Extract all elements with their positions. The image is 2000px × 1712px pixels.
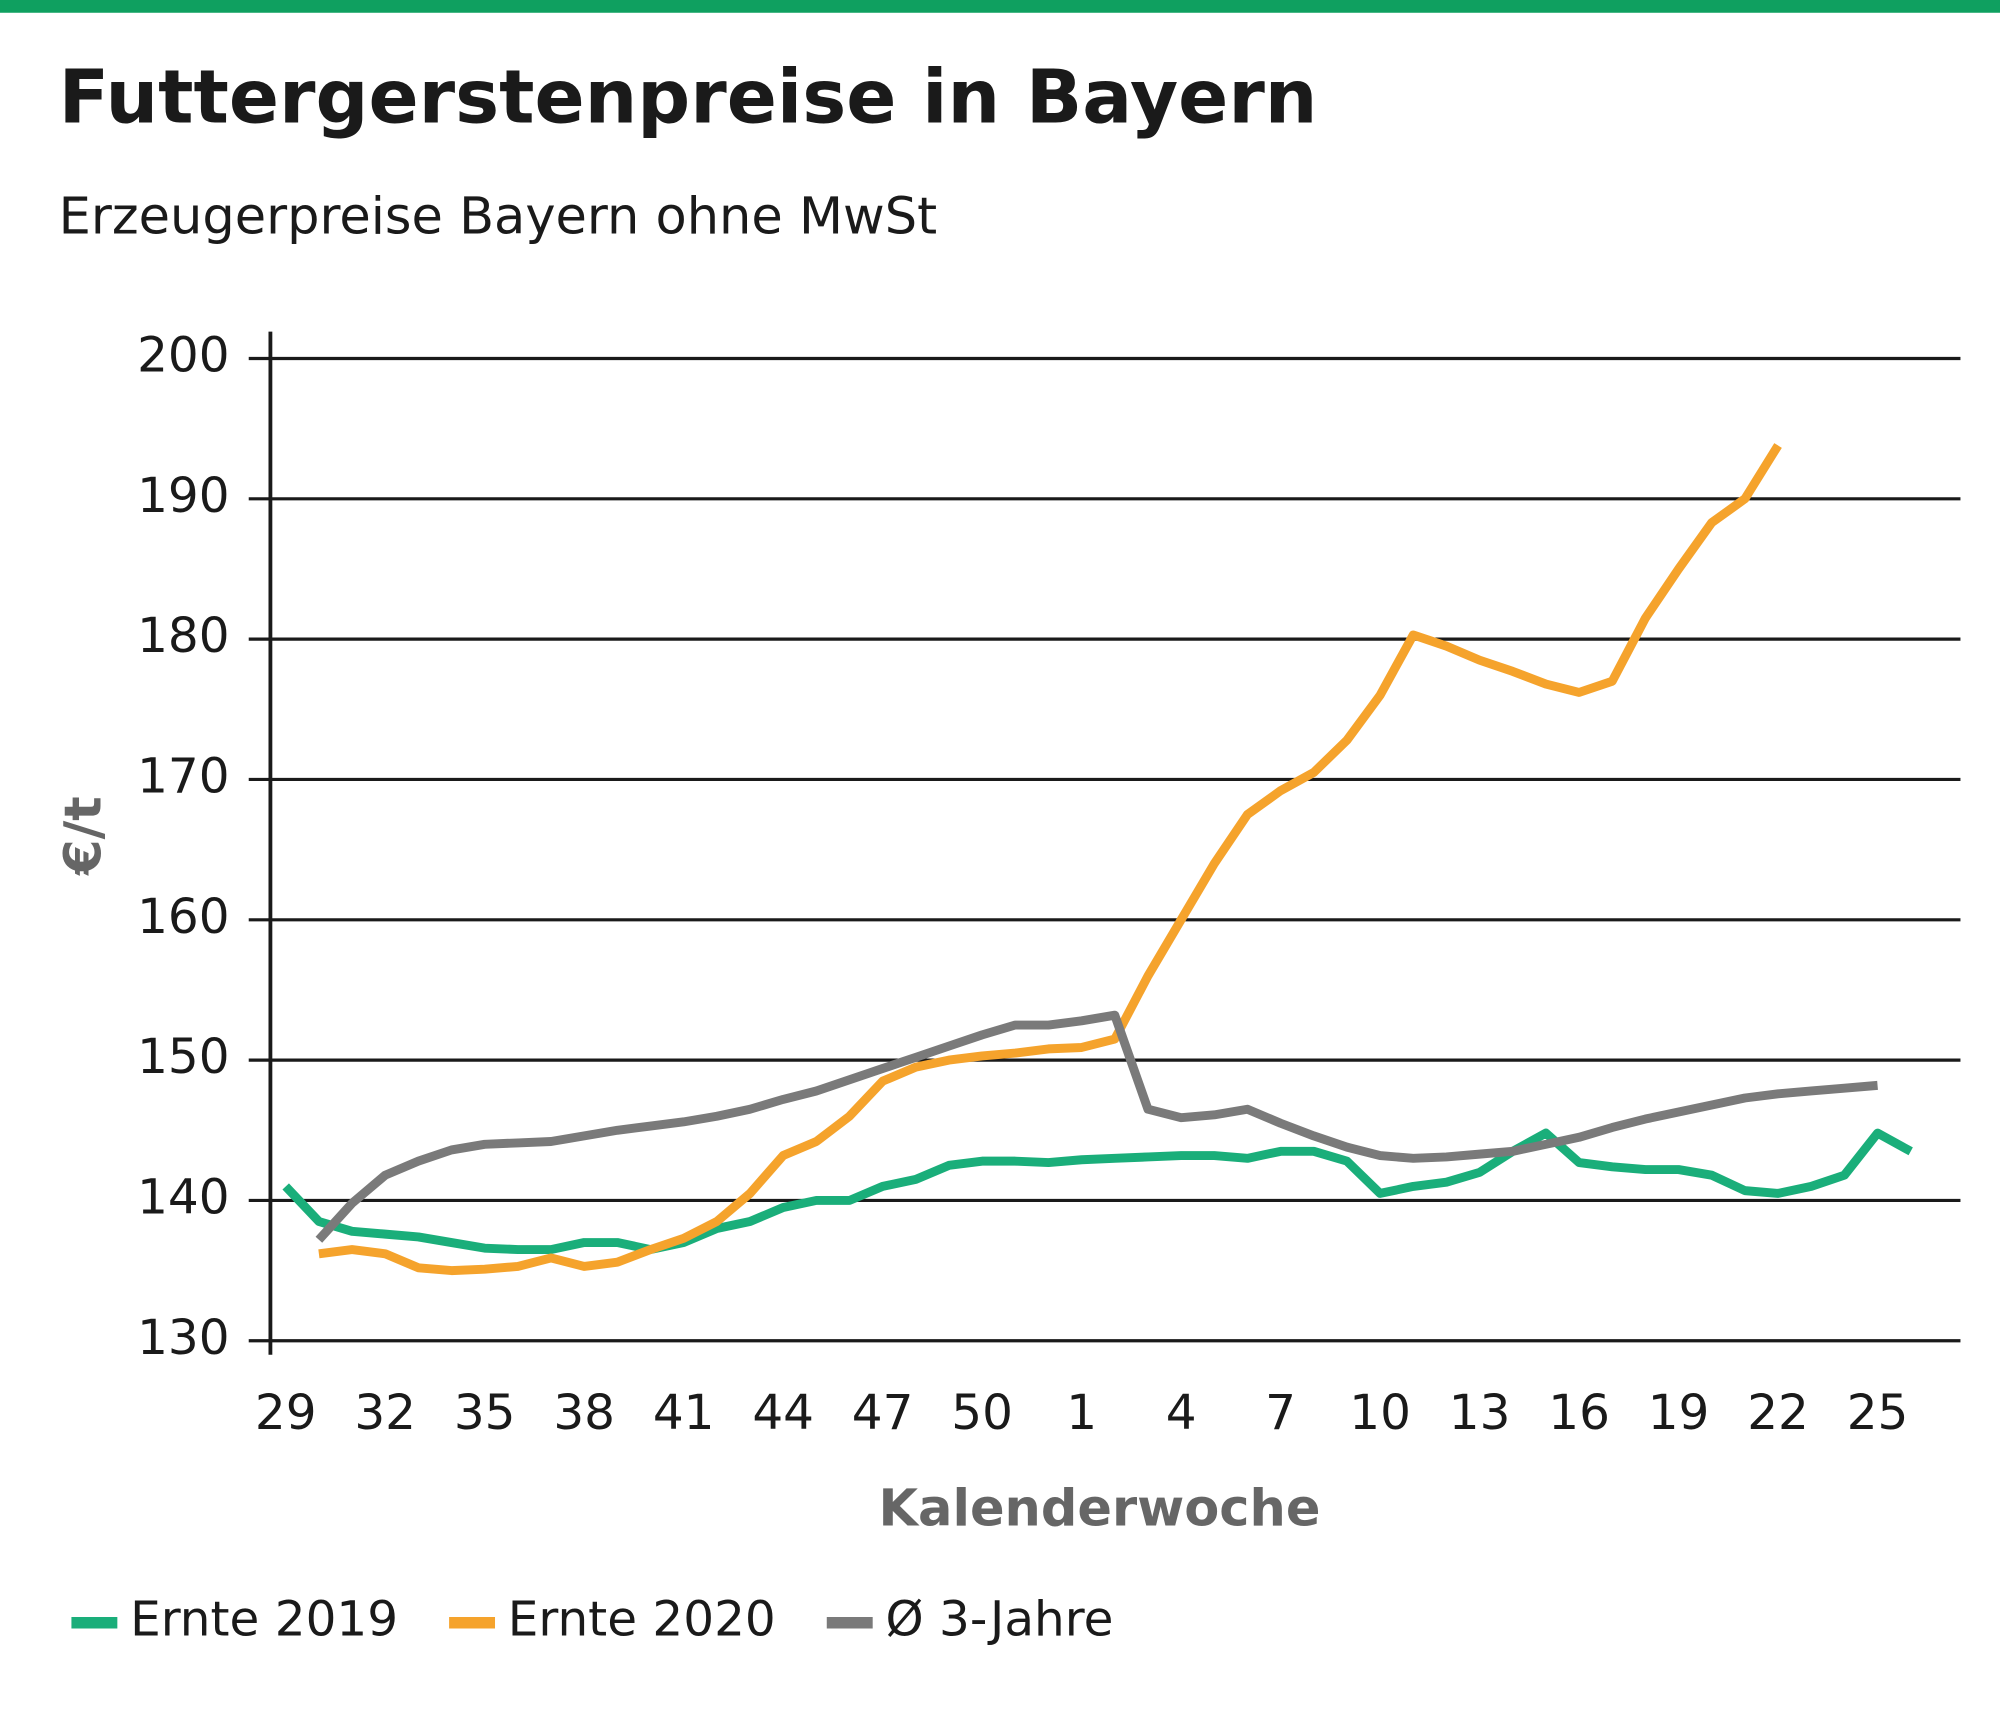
x-tick-label: 29 — [255, 1385, 317, 1441]
x-tick-label: 1 — [1066, 1385, 1097, 1441]
y-tick-label: 160 — [137, 889, 230, 945]
x-tick-label: 22 — [1747, 1385, 1809, 1441]
y-tick-label: 180 — [137, 608, 230, 664]
legend-label: Ernte 2020 — [508, 1592, 776, 1648]
y-tick-label: 130 — [137, 1310, 230, 1366]
x-tick-label: 19 — [1648, 1385, 1710, 1441]
plot — [282, 443, 1913, 1276]
y-tick-label: 190 — [137, 468, 230, 524]
y-tick-label: 170 — [137, 748, 230, 804]
x-tick-label: 41 — [653, 1385, 715, 1441]
x-tick-label: 16 — [1548, 1385, 1610, 1441]
series-line — [318, 443, 1782, 1276]
x-tick-label: 10 — [1349, 1385, 1411, 1441]
x-tick-label: 44 — [752, 1385, 814, 1441]
x-tick-label: 25 — [1847, 1385, 1909, 1441]
chart-title: Futtergerstenpreise in Bayern — [59, 55, 1318, 141]
x-tick-label: 38 — [553, 1385, 615, 1441]
y-tick-label: 200 — [137, 327, 230, 383]
x-axis-label: Kalenderwoche — [879, 1480, 1321, 1539]
legend-label: Ernte 2019 — [130, 1592, 398, 1648]
x-tick-label: 50 — [951, 1385, 1013, 1441]
x-tick-label: 4 — [1166, 1385, 1197, 1441]
x-tick-label: 32 — [354, 1385, 416, 1441]
legend: Ernte 2019 Ernte 2020 Ø 3-Jahre — [71, 1592, 1113, 1648]
y-tick-label: 150 — [137, 1029, 230, 1085]
y-axis-label: €/t — [55, 796, 114, 876]
y-tick-label: 140 — [137, 1169, 230, 1225]
top-bar — [0, 0, 2000, 13]
x-tick-label: 47 — [852, 1385, 914, 1441]
legend-label: Ø 3-Jahre — [885, 1592, 1113, 1648]
chart-subtitle: Erzeugerpreise Bayern ohne MwSt — [59, 187, 937, 246]
series-line — [282, 1128, 1913, 1255]
x-tick-label: 35 — [454, 1385, 516, 1441]
x-tick-label: 7 — [1265, 1385, 1296, 1441]
x-tick-label: 13 — [1449, 1385, 1511, 1441]
series-line — [315, 1010, 1878, 1243]
